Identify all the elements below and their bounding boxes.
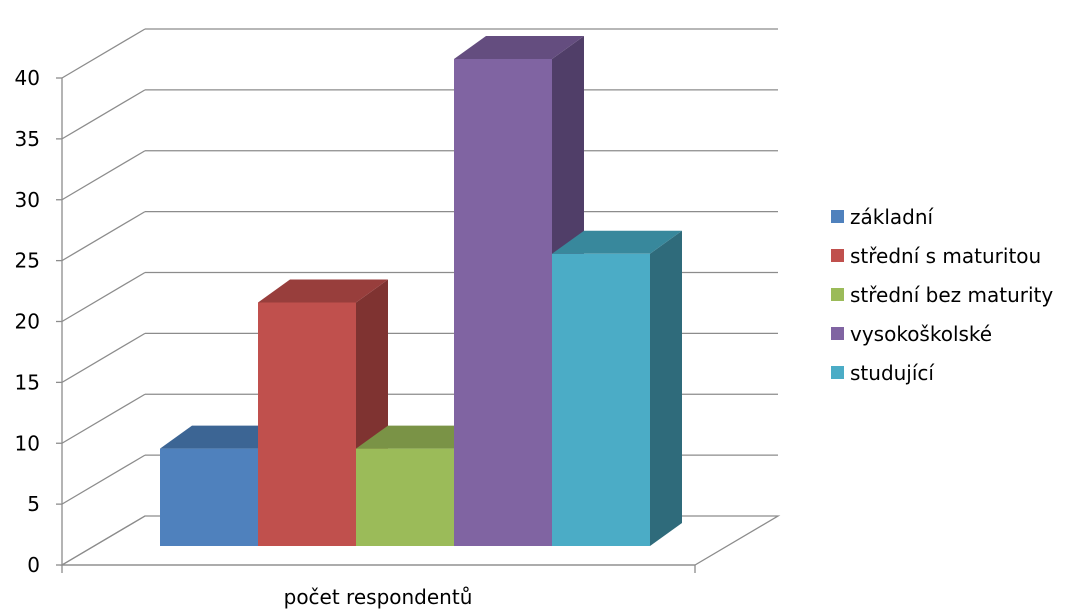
bar-top <box>160 425 290 449</box>
y-tick-label: 0 <box>27 553 40 577</box>
bar-front <box>454 59 552 546</box>
bar-front <box>160 448 258 546</box>
gridline-side <box>61 332 146 383</box>
gridline-side <box>61 211 146 262</box>
legend-label: střední bez maturity <box>850 282 1054 307</box>
y-tick-label: 35 <box>15 127 40 151</box>
bar-front <box>552 253 650 547</box>
legend-item: střední bez maturity <box>831 275 1053 314</box>
legend-swatch <box>831 288 844 301</box>
legend-item: základní <box>831 197 1053 236</box>
x-category-label: počet respondentů <box>284 585 473 609</box>
y-tick-label: 10 <box>15 431 40 455</box>
legend-swatch <box>831 327 844 340</box>
legend-label: studující <box>850 360 934 385</box>
gridline-side <box>61 89 146 140</box>
gridline-side <box>61 150 146 201</box>
y-tick-label: 5 <box>27 492 40 516</box>
y-tick-label: 40 <box>15 66 40 90</box>
y-tick-label: 30 <box>15 188 40 212</box>
legend: základní střední s maturitou střední bez m… <box>831 197 1053 392</box>
y-tick-label: 25 <box>15 249 40 273</box>
bar-side <box>650 230 682 547</box>
gridline-side <box>61 28 146 79</box>
legend-swatch <box>831 366 844 379</box>
legend-item: střední s maturitou <box>831 236 1053 275</box>
bar-top <box>454 36 584 59</box>
bar-front <box>258 302 356 546</box>
gridline-side <box>61 454 146 505</box>
legend-swatch <box>831 210 844 223</box>
bar-top <box>258 279 388 303</box>
legend-swatch <box>831 249 844 262</box>
y-tick-label: 20 <box>15 310 40 334</box>
legend-item: studující <box>831 353 1053 392</box>
bar <box>552 230 682 547</box>
bar-front <box>356 448 454 546</box>
gridline-side <box>61 393 146 444</box>
axis-labels: 0 5 10 15 20 25 30 35 40 počet respondentů <box>15 66 473 609</box>
bar-top <box>356 425 486 449</box>
legend-label: základní <box>850 204 934 229</box>
y-tick-label: 15 <box>15 370 40 394</box>
axes <box>56 77 781 573</box>
bar-top <box>552 230 682 254</box>
gridline-side <box>61 271 146 323</box>
bars <box>160 36 682 547</box>
legend-label: vysokoškolské <box>850 321 993 346</box>
legend-label: střední s maturitou <box>850 243 1042 268</box>
legend-item: vysokoškolské <box>831 314 1053 353</box>
